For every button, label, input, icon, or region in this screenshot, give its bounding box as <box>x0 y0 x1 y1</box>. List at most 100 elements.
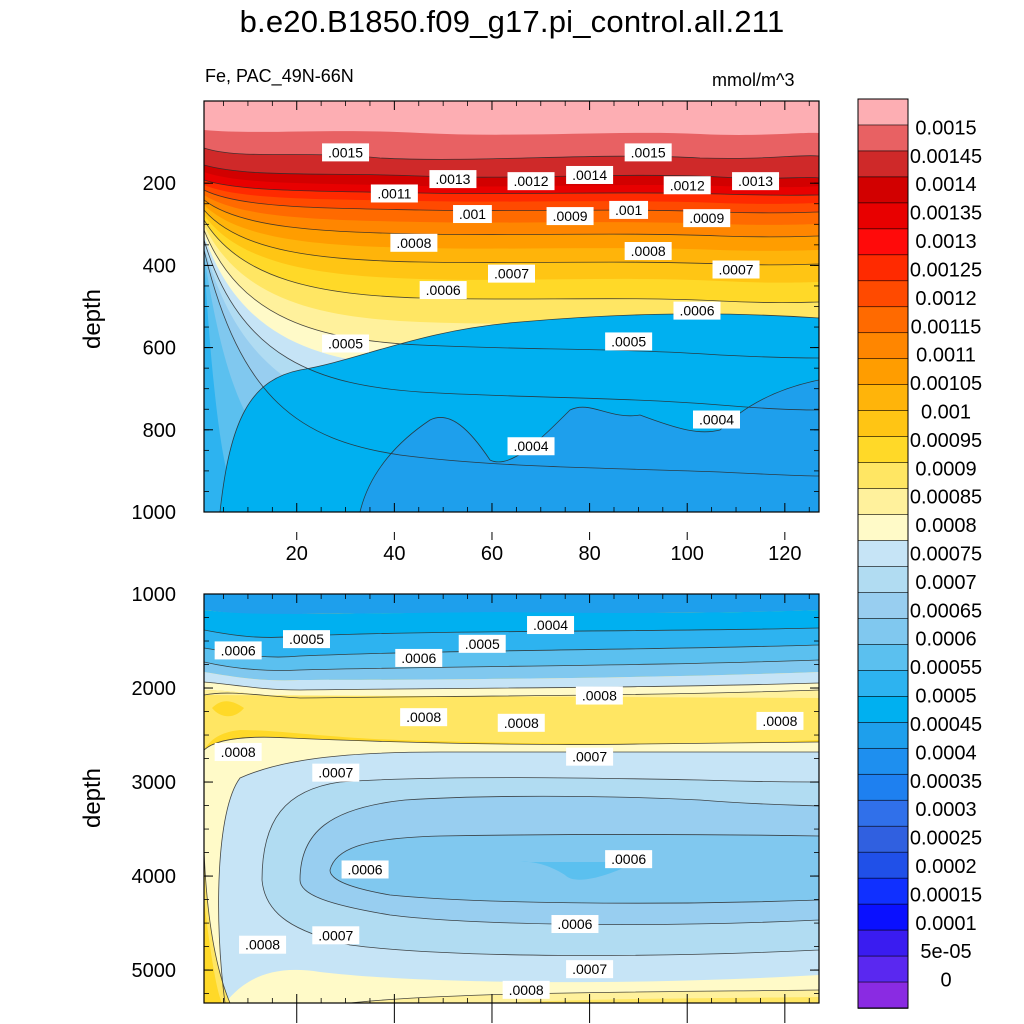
colorbar-swatch <box>857 488 909 516</box>
contour-label: .0015 <box>322 143 370 162</box>
colorbar-label: 0.00105 <box>910 373 982 395</box>
contour-label-text: .0008 <box>504 715 539 731</box>
colorbar-swatch <box>857 306 909 334</box>
x-tick-label: 100 <box>671 543 704 565</box>
contour-label: .0006 <box>341 860 389 879</box>
contour-label-text: .001 <box>459 206 486 222</box>
contour-label: .0007 <box>488 264 535 283</box>
colorbar-swatch <box>857 462 909 490</box>
y-tick-label: 4000 <box>132 866 177 888</box>
colorbar-label: 0.0002 <box>915 856 976 878</box>
colorbar-label: 0.00035 <box>910 771 982 793</box>
colorbar-label: 0.0004 <box>915 742 976 764</box>
colorbar-label: 0.00085 <box>910 487 982 509</box>
contour-label: .0006 <box>605 850 653 869</box>
contour-label: .0006 <box>551 915 599 934</box>
x-tick-label: 80 <box>578 543 600 565</box>
contour-label-text: .0006 <box>679 303 714 319</box>
colorbar-label: 0.0014 <box>915 174 976 196</box>
colorbar-swatch <box>857 566 909 594</box>
colorbar-label: 0.0003 <box>915 799 976 821</box>
contour-label-text: .0006 <box>557 916 592 932</box>
colorbar-label: 0.001 <box>921 401 971 423</box>
contour-label-text: .0006 <box>221 642 256 658</box>
colorbar-swatch <box>857 436 909 464</box>
x-tick-label: 120 <box>768 543 801 565</box>
upper-contour-lines <box>204 147 819 512</box>
contour-label: .0009 <box>546 207 594 226</box>
contour-label-text: .0013 <box>435 171 470 187</box>
colorbar-label: 0.00135 <box>910 203 982 225</box>
x-tick-label: 60 <box>481 543 503 565</box>
contour-label: .0006 <box>419 281 467 300</box>
contour-label: .0007 <box>712 260 760 279</box>
contour-label: .0006 <box>673 301 721 320</box>
colorbar-label: 0.00145 <box>910 146 982 168</box>
y-tick-label: 1000 <box>132 584 177 606</box>
contour-label: .001 <box>453 205 492 224</box>
contour-label-text: .0007 <box>572 749 607 765</box>
contour-label: .0008 <box>239 935 287 954</box>
colorbar-swatch <box>857 254 909 282</box>
contour-label: .0007 <box>566 960 614 979</box>
contour-label-text: .0012 <box>670 177 705 193</box>
colorbar-label: 0.00095 <box>910 430 982 452</box>
colorbar-swatch <box>857 202 909 230</box>
colorbar-label: 0.00045 <box>910 714 982 736</box>
colorbar-swatch <box>857 618 909 646</box>
contour-label: .0004 <box>693 410 740 429</box>
colorbar-swatch <box>857 410 909 438</box>
colorbar-label: 0.0012 <box>915 288 976 310</box>
contour-label: .0012 <box>663 176 711 195</box>
x-tick-label: 40 <box>383 543 405 565</box>
colorbar-swatch <box>857 124 909 152</box>
contour-label-text: .0007 <box>318 927 353 943</box>
contour-label: .0013 <box>429 170 477 189</box>
contour-label-text: .0007 <box>494 266 529 282</box>
variable-label: Fe, PAC_49N-66N <box>205 66 354 86</box>
colorbar-label: 0.0005 <box>915 686 976 708</box>
colorbar-swatch <box>857 228 909 256</box>
contour-label: .0007 <box>312 926 360 945</box>
colorbar-label: 0.0001 <box>915 913 976 935</box>
contour-label-text: .0012 <box>514 173 549 189</box>
colorbar-label: 0.00025 <box>910 828 982 850</box>
contour-label: .0008 <box>390 233 438 252</box>
colorbar-swatch <box>857 929 909 957</box>
contour-label: .0011 <box>370 184 418 203</box>
colorbar-label: 0.0015 <box>915 117 976 139</box>
colorbar-label: 0.00065 <box>910 600 982 622</box>
contour-label-text: .0008 <box>221 744 256 760</box>
colorbar-swatch <box>857 280 909 308</box>
colorbar-swatch <box>857 696 909 724</box>
colorbar-swatch <box>857 981 909 1009</box>
contour-label-text: .0005 <box>328 335 363 351</box>
contour-label-text: .0008 <box>406 709 441 725</box>
colorbar-swatch <box>857 592 909 620</box>
contour-label: .0004 <box>507 437 555 456</box>
colorbar-swatch <box>857 799 909 828</box>
contour-label-text: .0007 <box>318 765 353 781</box>
y-tick-label: 2000 <box>132 678 177 700</box>
colorbar-label: 0.00115 <box>911 316 982 338</box>
contour-label: .0005 <box>322 334 370 353</box>
contour-label: .0006 <box>214 641 262 660</box>
colorbar-swatch <box>857 825 909 853</box>
colorbar-label: 0.0011 <box>916 345 976 367</box>
contour-label: .0004 <box>527 616 575 635</box>
contour-label: .0007 <box>566 747 614 766</box>
contour-label-text: .0008 <box>762 713 797 729</box>
contour-label-text: .0008 <box>396 235 431 251</box>
contour-label-text: .0015 <box>631 144 666 160</box>
contour-label-text: .0009 <box>553 208 588 224</box>
contour-label-text: .0007 <box>572 961 607 977</box>
contour-label: .0012 <box>507 172 555 191</box>
colorbar-swatch <box>857 851 909 879</box>
contour-label: .0014 <box>566 165 614 184</box>
contour-label-text: .0013 <box>738 173 773 189</box>
x-tick-label: 20 <box>286 543 308 565</box>
contour-label-text: .0007 <box>719 262 754 278</box>
contour-label-text: .0005 <box>289 631 324 647</box>
colorbar-swatch <box>857 644 909 672</box>
colorbar-swatch <box>857 670 909 698</box>
